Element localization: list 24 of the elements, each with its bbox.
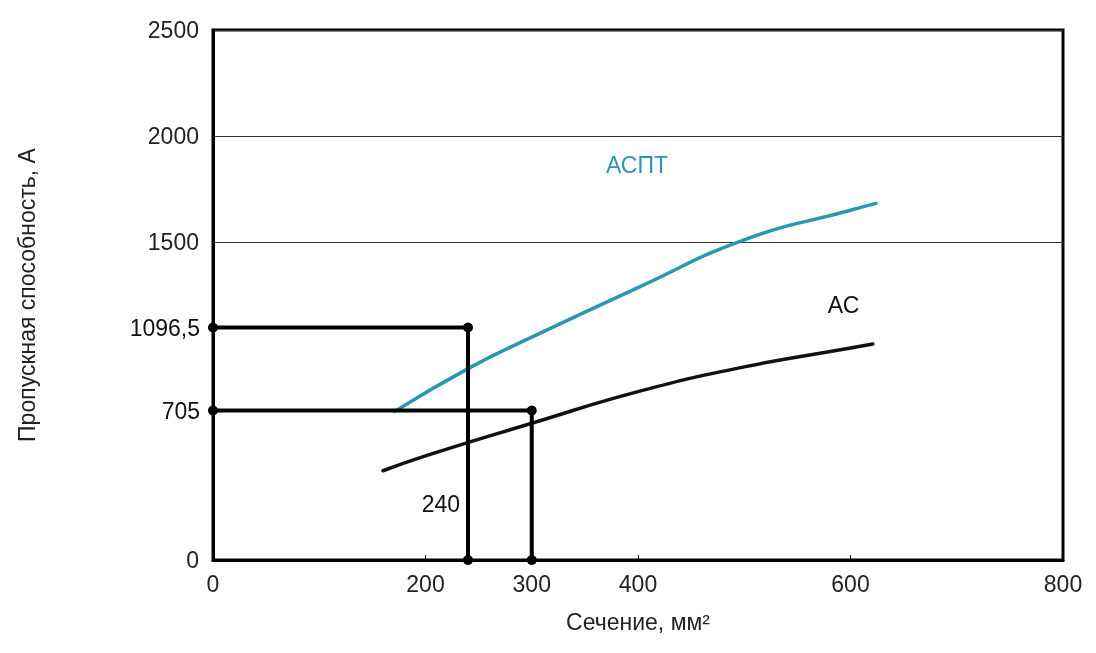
point — [463, 322, 473, 333]
data-label: 705 — [161, 397, 200, 424]
series-label: АС — [827, 292, 860, 319]
annotation: 240 — [421, 490, 460, 517]
point — [526, 555, 537, 565]
x-tick-label: 800 — [1043, 570, 1083, 597]
y-axis-title: Пропускная способность, А — [13, 147, 40, 442]
x-tick-label: 600 — [831, 570, 870, 597]
point — [208, 405, 218, 416]
x-tick-label: 200 — [406, 570, 445, 597]
point — [463, 555, 473, 565]
y-tick-label: 0 — [186, 547, 199, 573]
y-tick-label: 2000 — [147, 123, 199, 149]
data-label: 1096,5 — [129, 314, 200, 341]
x-tick-label: 400 — [618, 570, 658, 597]
y-tick-label: 1500 — [147, 229, 199, 255]
x-tick-label: 0 — [206, 570, 220, 597]
x-axis-title: Сечение, мм² — [566, 608, 711, 635]
text: АСПТ — [606, 151, 669, 178]
line-series — [381, 342, 875, 473]
x-tick-label: 300 — [512, 570, 551, 597]
y-tick-label: 2500 — [147, 17, 199, 43]
point — [208, 322, 218, 333]
point — [526, 405, 537, 416]
